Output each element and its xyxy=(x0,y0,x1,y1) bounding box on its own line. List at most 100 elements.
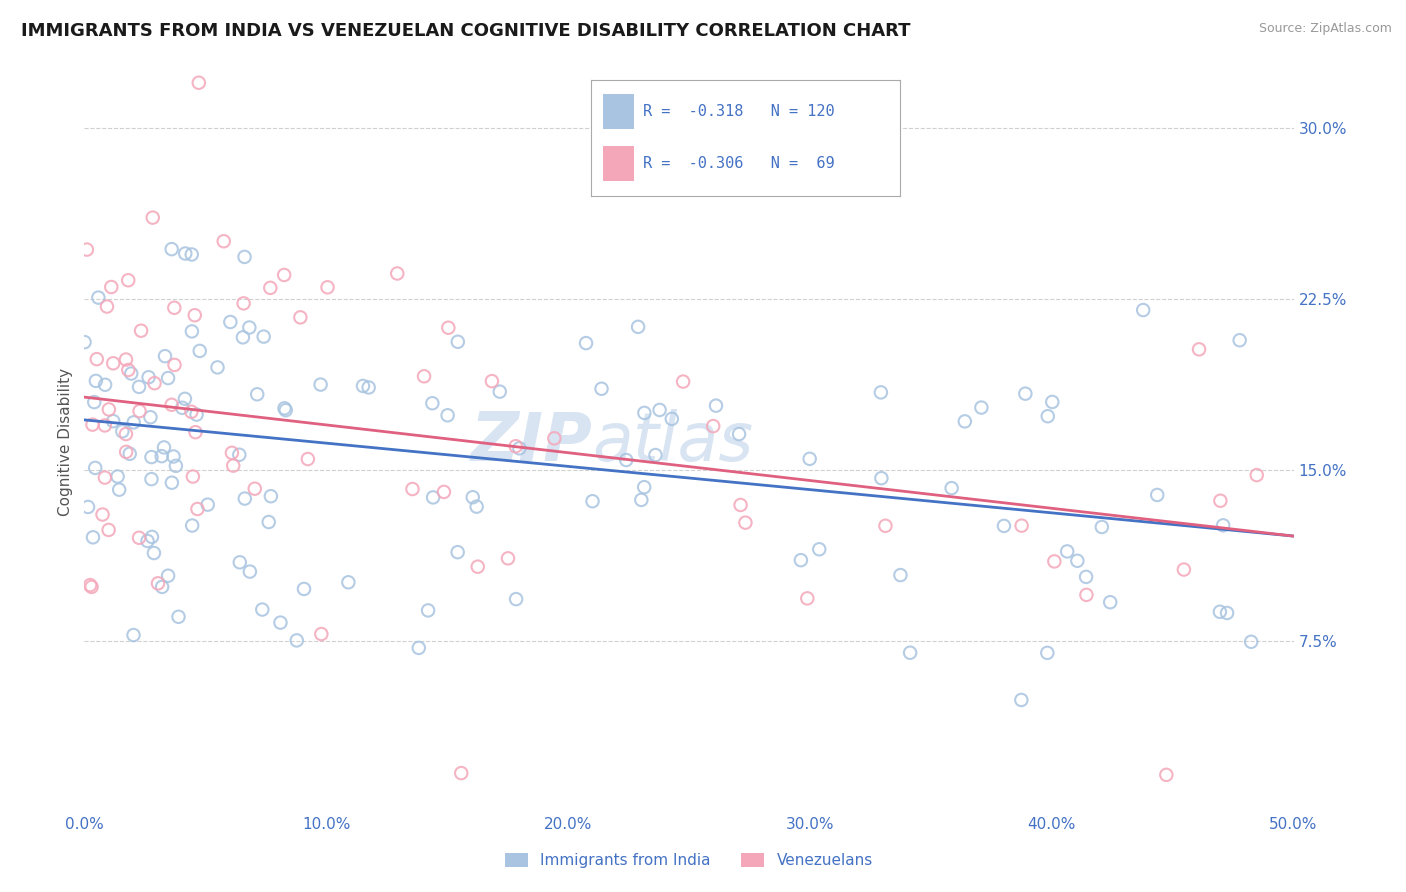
Point xyxy=(734,516,756,530)
Point xyxy=(142,211,165,225)
Point xyxy=(1209,493,1232,508)
Point xyxy=(259,281,281,295)
Point xyxy=(799,451,821,466)
Point xyxy=(808,542,831,557)
Point xyxy=(141,472,163,486)
Point xyxy=(870,471,893,485)
Point xyxy=(941,481,963,495)
Point xyxy=(648,403,671,417)
Point xyxy=(630,492,652,507)
Point xyxy=(232,296,254,310)
Point xyxy=(1188,343,1211,357)
Point xyxy=(505,439,527,453)
Point xyxy=(174,392,197,406)
Point xyxy=(273,401,295,416)
Point xyxy=(1074,570,1097,584)
Point xyxy=(704,399,727,413)
Point xyxy=(111,425,134,439)
Point xyxy=(128,404,150,418)
Point xyxy=(875,518,897,533)
Point xyxy=(233,250,256,264)
Point xyxy=(165,458,187,473)
Text: ZIP: ZIP xyxy=(471,409,592,475)
Point xyxy=(1099,595,1122,609)
Point xyxy=(97,523,120,537)
Point xyxy=(141,450,163,464)
Point xyxy=(505,592,527,607)
Point xyxy=(108,483,131,497)
Point xyxy=(153,349,176,363)
Point xyxy=(416,603,439,617)
Point xyxy=(436,409,458,423)
Point xyxy=(117,363,139,377)
Bar xyxy=(603,146,634,181)
Point xyxy=(447,545,470,559)
Point xyxy=(401,482,423,496)
Point xyxy=(316,280,339,294)
Point xyxy=(87,291,110,305)
Point xyxy=(197,498,219,512)
Point xyxy=(422,396,444,410)
Point xyxy=(142,546,165,560)
Point xyxy=(413,369,436,384)
Point xyxy=(633,406,655,420)
Point xyxy=(181,518,204,533)
Point xyxy=(252,602,274,616)
Point xyxy=(508,442,530,456)
Point xyxy=(212,234,235,248)
Point xyxy=(117,273,139,287)
Point xyxy=(186,502,208,516)
Point xyxy=(285,633,308,648)
Y-axis label: Cognitive Disability: Cognitive Disability xyxy=(58,368,73,516)
Point xyxy=(238,320,260,334)
Point xyxy=(1173,563,1195,577)
Point xyxy=(160,475,183,490)
Point xyxy=(591,382,613,396)
Point xyxy=(188,343,211,358)
Point xyxy=(387,267,409,281)
Point xyxy=(229,555,252,569)
Point xyxy=(1076,588,1098,602)
Point xyxy=(172,401,194,415)
Point xyxy=(228,448,250,462)
Point xyxy=(1040,395,1063,409)
Point xyxy=(408,640,430,655)
Point xyxy=(575,336,598,351)
Point xyxy=(128,531,150,545)
Point xyxy=(129,324,152,338)
Point xyxy=(94,418,117,433)
Point xyxy=(84,461,107,475)
Point xyxy=(672,375,695,389)
Point xyxy=(187,76,209,90)
Point xyxy=(115,352,138,367)
Text: R =  -0.306   N =  69: R = -0.306 N = 69 xyxy=(643,156,835,171)
Point xyxy=(730,498,752,512)
Point xyxy=(97,402,120,417)
Point xyxy=(94,470,117,484)
Point xyxy=(246,387,269,401)
Point xyxy=(96,300,118,314)
Point xyxy=(221,446,243,460)
Point xyxy=(163,301,186,315)
Point xyxy=(1066,554,1088,568)
Point xyxy=(160,242,183,256)
Point xyxy=(273,268,295,282)
Point xyxy=(184,425,207,439)
Text: atlas: atlas xyxy=(592,409,754,475)
Text: Source: ZipAtlas.com: Source: ZipAtlas.com xyxy=(1258,22,1392,36)
Point xyxy=(465,500,488,514)
Point xyxy=(1212,518,1234,533)
Point xyxy=(450,766,472,780)
Point xyxy=(796,591,818,606)
Point xyxy=(1229,333,1251,347)
Point xyxy=(76,243,98,257)
Point xyxy=(953,414,976,428)
Point xyxy=(107,469,129,483)
Point xyxy=(222,458,245,473)
Point xyxy=(146,576,169,591)
Point xyxy=(311,627,333,641)
Point xyxy=(103,356,125,370)
Point xyxy=(83,395,105,409)
Point xyxy=(162,450,184,464)
Point xyxy=(993,519,1015,533)
